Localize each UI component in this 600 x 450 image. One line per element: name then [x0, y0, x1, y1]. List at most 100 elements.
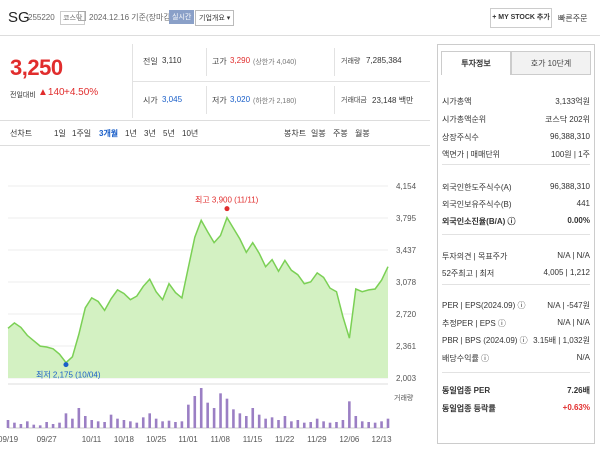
- high-label: 고가: [212, 57, 227, 66]
- volume-bar: [322, 421, 325, 428]
- change-percent: +4.50%: [64, 87, 99, 98]
- info-label[interactable]: PBR | BPS (2024.09) ⓘ: [442, 336, 528, 345]
- quick-order-button[interactable]: 빠른주문: [558, 14, 588, 23]
- divider: [442, 164, 590, 165]
- volume-bar: [277, 420, 280, 428]
- info-label: 투자의견 | 목표주가: [442, 252, 508, 261]
- tab-1w[interactable]: 1주일: [72, 129, 92, 138]
- info-label: 52주최고 | 최저: [442, 269, 495, 278]
- tab-candle-chart[interactable]: 봉차트: [284, 129, 307, 138]
- volume-bar: [38, 425, 42, 428]
- realtime-badge[interactable]: 실시간: [169, 10, 195, 24]
- info-row: 투자의견 | 목표주가 N/A | N/A: [442, 249, 590, 267]
- tab-line-chart[interactable]: 선차트: [10, 129, 33, 138]
- info-row: 배당수익률 ⓘ N/A: [442, 351, 590, 369]
- volume-bar: [135, 422, 139, 428]
- volume-bar: [83, 416, 87, 428]
- volume-bar: [64, 413, 68, 428]
- info-value: 코스닥 202위: [544, 115, 590, 124]
- info-value: N/A | N/A: [557, 318, 590, 327]
- y-tick-label: 2,003: [396, 374, 417, 383]
- info-label[interactable]: PER | EPS(2024.09) ⓘ: [442, 301, 526, 310]
- info-value: +0.63%: [562, 403, 590, 412]
- prev-close-value: 3,110: [162, 56, 182, 65]
- tab-weekly[interactable]: 주봉: [333, 129, 348, 138]
- volume-bar: [302, 422, 306, 428]
- min-label: 최저 2,175 (10/04): [36, 370, 101, 380]
- divider: [442, 284, 590, 285]
- info-value: N/A | -547원: [547, 301, 590, 310]
- tab-1y[interactable]: 1년: [125, 129, 137, 138]
- tab-1d[interactable]: 1일: [54, 129, 66, 138]
- upper-limit: (상한가 4,040): [253, 59, 297, 66]
- info-label: 동일업종 등락률: [442, 404, 496, 413]
- volume-bar: [373, 422, 377, 428]
- tab-monthly[interactable]: 월봉: [355, 129, 370, 138]
- x-tick-label: 10/11: [82, 435, 102, 444]
- info-value: N/A: [576, 353, 590, 362]
- volume-bar: [283, 416, 287, 428]
- info-value: 96,388,310: [549, 132, 590, 141]
- volume-bar: [103, 422, 106, 428]
- volume-bar: [187, 404, 190, 428]
- price-line: [7, 215, 389, 364]
- info-row: 액면가 | 매매단위 100원 | 1주: [442, 147, 590, 165]
- high-value: 3,290: [230, 56, 251, 65]
- info-label[interactable]: 배당수익률 ⓘ: [442, 354, 490, 363]
- info-row: 상장주식수 96,388,310: [442, 130, 590, 148]
- tab-3y[interactable]: 3년: [144, 129, 156, 138]
- volume-bar: [32, 424, 36, 428]
- volume-bar: [257, 414, 261, 428]
- open-value: 3,045: [162, 95, 183, 104]
- info-value: 4,005 | 1,212: [543, 268, 590, 277]
- price-chart[interactable]: 4,154 3,795 3,437 3,078 2,720 2,361 2,003 최고 3,…: [0, 150, 430, 450]
- tab-orderbook[interactable]: 호가 10단계: [511, 51, 591, 75]
- divider: [132, 81, 430, 82]
- corp-info-button[interactable]: 기업개요 ▾: [195, 10, 235, 26]
- info-label: 시가총액순위: [442, 115, 487, 124]
- mystock-add-button[interactable]: + MY STOCK 추가: [490, 8, 552, 28]
- divider: [206, 86, 207, 114]
- lower-limit: (하한가 2,180): [253, 98, 297, 105]
- info-label: 외국인한도주식수(A): [442, 183, 512, 192]
- document-icon[interactable]: [78, 11, 86, 21]
- x-tick-label: 10/18: [114, 435, 135, 444]
- stock-header: [0, 0, 600, 36]
- tab-invest-info[interactable]: 투자정보: [441, 51, 511, 75]
- info-label[interactable]: 추정PER | EPS ⓘ: [442, 319, 506, 328]
- volume-label: 거래량: [341, 58, 361, 65]
- volume-bar: [90, 420, 94, 428]
- max-point-marker: [224, 206, 230, 212]
- change-value: ▲140: [38, 87, 65, 98]
- invest-info-panel: [437, 44, 595, 444]
- tab-10y[interactable]: 10년: [182, 129, 199, 138]
- x-tick-label: 09/19: [0, 435, 19, 444]
- volume-bar: [26, 421, 29, 428]
- volume-bar: [232, 409, 235, 428]
- tab-5y[interactable]: 5년: [163, 129, 175, 138]
- divider: [442, 372, 590, 373]
- info-row: 외국인한도주식수(A) 96,388,310: [442, 180, 590, 198]
- info-row: 동일업종 등락률 +0.63%: [442, 401, 590, 419]
- low-label: 저가: [212, 96, 227, 105]
- volume-bar: [19, 424, 23, 428]
- info-label[interactable]: 외국인소진율(B/A) ⓘ: [442, 217, 516, 226]
- volume-bar: [225, 398, 229, 428]
- volume-bar: [212, 408, 216, 428]
- volume-bar: [206, 402, 209, 428]
- volume-bar: [71, 418, 74, 428]
- info-label: 액면가 | 매매단위: [442, 150, 501, 159]
- tab-daily[interactable]: 일봉: [311, 129, 326, 138]
- volume-bar: [386, 418, 390, 428]
- tab-3m[interactable]: 3개월: [99, 129, 119, 138]
- volume-bar: [193, 396, 197, 428]
- volume-bar: [354, 416, 358, 428]
- divider: [334, 86, 335, 114]
- volume-bar: [348, 401, 351, 428]
- info-label: 동일업종 PER: [442, 386, 491, 395]
- volume-value: 7,285,384: [366, 56, 402, 65]
- current-price: 3,250: [10, 55, 63, 80]
- low-value: 3,020: [230, 95, 251, 104]
- volume-bar: [109, 414, 113, 428]
- info-value: 96,388,310: [549, 182, 590, 191]
